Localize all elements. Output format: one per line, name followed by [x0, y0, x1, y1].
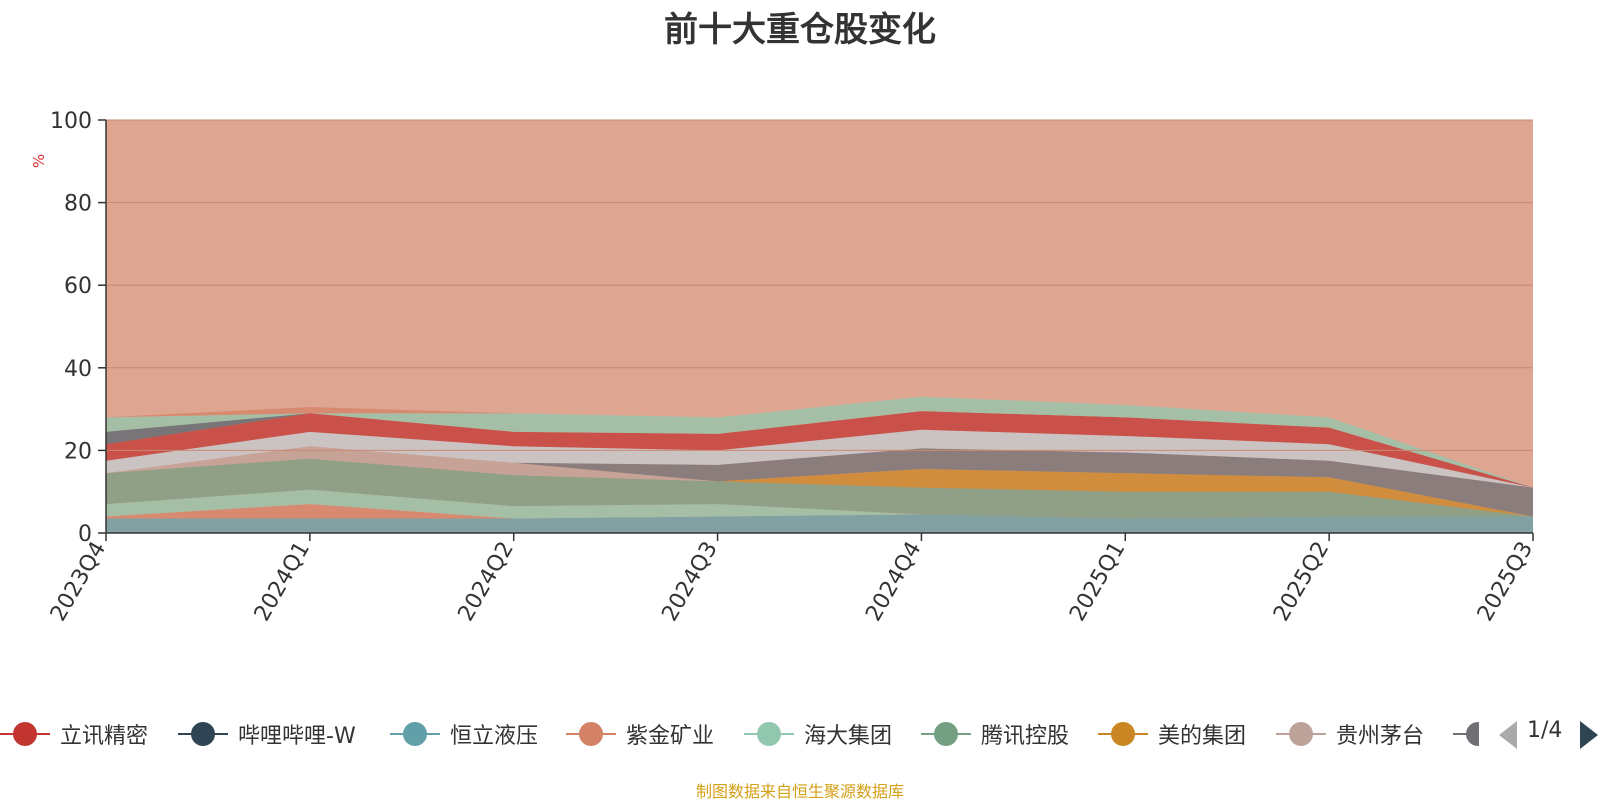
- area-series-5: [106, 458, 1533, 517]
- legend-item[interactable]: 哔哩哔哩-W: [178, 718, 356, 750]
- chart-title: 前十大重仓股变化: [664, 10, 936, 50]
- legend-marker-icon: [178, 718, 228, 750]
- legend-label: 贵州茅台: [1336, 724, 1425, 749]
- legend-label: 美的集团: [1158, 724, 1247, 749]
- x-tick-label: 2025Q1: [1065, 538, 1130, 626]
- area-series-3: [106, 489, 1533, 519]
- area-series-11: [106, 396, 1533, 488]
- legend-marker-icon: [921, 718, 971, 750]
- legend-label: 腾讯控股: [981, 724, 1070, 749]
- area-series-6: [106, 446, 1533, 517]
- legend-marker-icon: [1453, 718, 1479, 750]
- area-series-8: [106, 429, 1533, 488]
- source-note: 制图数据来自恒生聚源数据库: [695, 782, 904, 801]
- area-series-1: [106, 514, 1533, 533]
- x-tick-label: 2024Q4: [861, 538, 926, 626]
- legend-label: 哔哩哔哩-W: [238, 724, 356, 749]
- legend-page-indicator: 1/4: [1527, 718, 1563, 743]
- area-series-7: [106, 446, 1533, 517]
- area-series-2: [106, 504, 1533, 519]
- legend-marker-icon: [566, 718, 616, 750]
- legend-item[interactable]: [1453, 718, 1479, 750]
- legend-marker-icon: [744, 718, 794, 750]
- legend-prev-arrow-icon[interactable]: [1499, 721, 1517, 749]
- x-tick-label: 2025Q2: [1269, 538, 1334, 626]
- legend-item[interactable]: 立讯精密: [0, 718, 148, 750]
- legend-label: 海大集团: [804, 724, 893, 749]
- legend-item[interactable]: 贵州茅台: [1276, 718, 1424, 750]
- legend-label: 立讯精密: [60, 724, 149, 749]
- legend-marker-icon: [1098, 718, 1148, 750]
- x-tick-label: 2023Q4: [46, 538, 111, 626]
- legend-next-arrow-icon[interactable]: [1580, 721, 1598, 749]
- y-axis-unit: %: [30, 154, 48, 168]
- x-tick-label: 2024Q3: [657, 538, 722, 626]
- area-series-9: [106, 411, 1533, 488]
- x-tick-label: 2024Q1: [250, 538, 315, 626]
- legend-item[interactable]: 紫金矿业: [566, 718, 714, 750]
- y-tick-label: 80: [64, 192, 92, 217]
- y-tick-label: 100: [50, 109, 92, 134]
- gridlines: [106, 119, 1533, 451]
- legend-marker-icon: [1276, 718, 1326, 750]
- legend-marker-icon: [390, 718, 440, 750]
- legend[interactable]: 立讯精密 哔哩哔哩-W 恒立液压 紫金矿业 海大集团 腾讯控股 美的集团 贵州茅台 1/4: [0, 718, 1600, 752]
- y-tick-label: 60: [64, 274, 92, 299]
- y-tick-label: 40: [64, 357, 92, 382]
- legend-marker-icon: [0, 718, 50, 750]
- legend-item[interactable]: 海大集团: [744, 718, 892, 750]
- y-tick-label: 0: [78, 522, 92, 547]
- area-series-4: [106, 458, 1533, 519]
- legend-item[interactable]: 恒立液压: [390, 718, 538, 750]
- x-tick-label: 2025Q3: [1473, 538, 1538, 626]
- legend-label: 恒立液压: [450, 724, 539, 749]
- stacked-bands: [106, 120, 1533, 533]
- y-tick-label: 20: [64, 439, 92, 464]
- legend-item[interactable]: 美的集团: [1098, 718, 1246, 750]
- x-tick-label: 2024Q2: [454, 538, 519, 626]
- legend-label: 紫金矿业: [626, 724, 715, 749]
- area-series-10: [106, 411, 1533, 488]
- legend-item[interactable]: 腾讯控股: [921, 718, 1069, 750]
